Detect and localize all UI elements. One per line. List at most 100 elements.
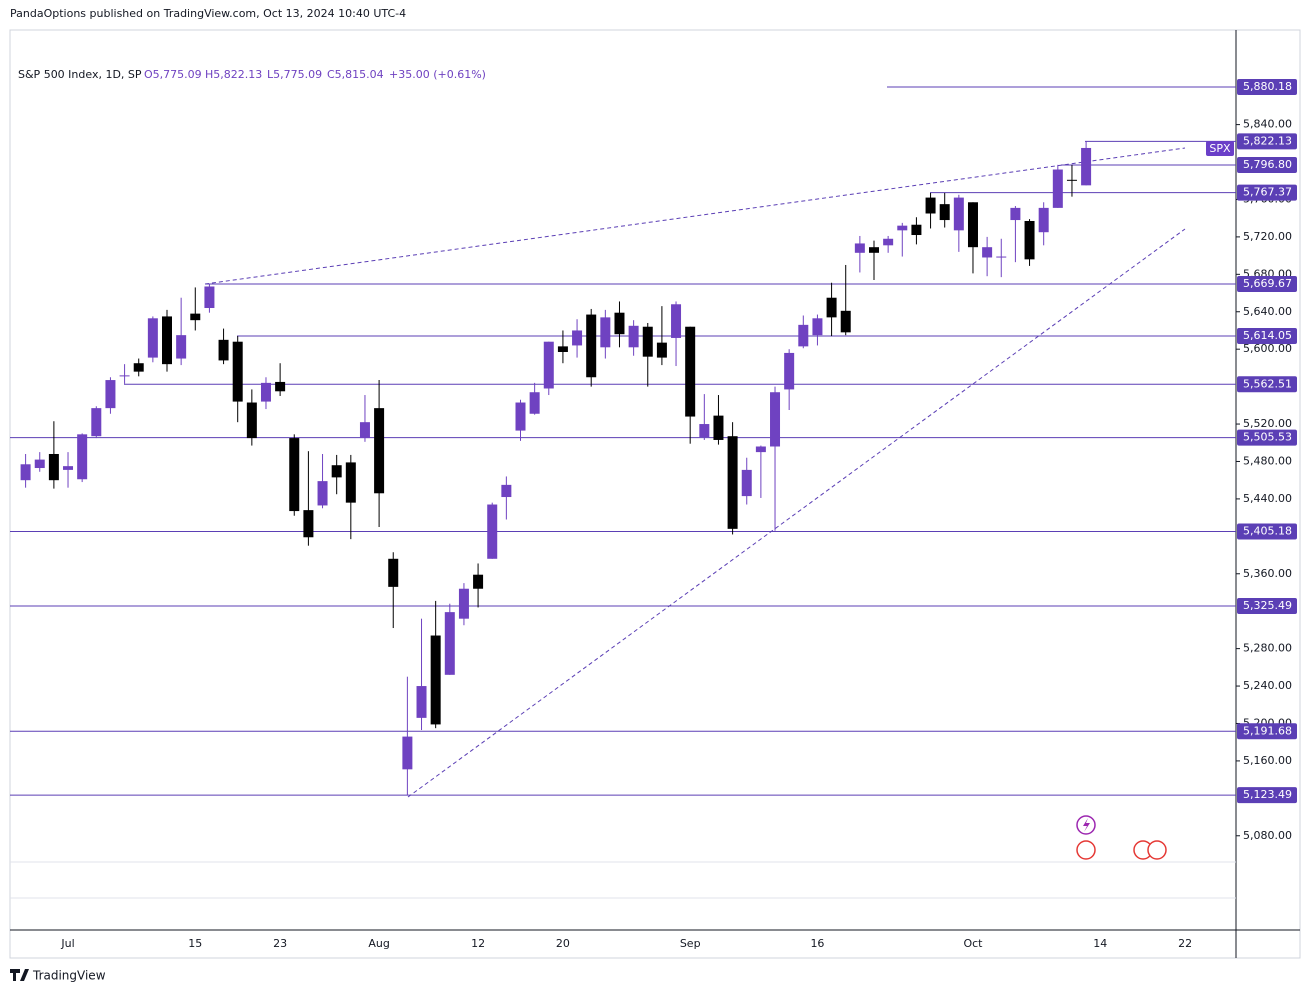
candle-body: [359, 422, 370, 439]
candle-body: [967, 202, 978, 248]
candle-body: [727, 436, 738, 529]
candle-body: [600, 317, 611, 348]
candle-body: [982, 247, 993, 258]
x-tick-label: Oct: [963, 937, 983, 950]
y-tick-label: 5,080.00: [1243, 829, 1292, 842]
level-label-box: [1237, 523, 1297, 540]
y-tick-label: 5,600.00: [1243, 342, 1292, 355]
candle-body: [218, 339, 229, 361]
candle-body: [77, 434, 88, 480]
level-label-box: [1237, 157, 1297, 174]
candle-body: [784, 352, 795, 390]
candle-body: [331, 465, 342, 478]
level-label-box: [1237, 429, 1297, 446]
candle-body: [91, 408, 102, 437]
x-tick-label: Sep: [680, 937, 701, 950]
level-label-box: [1237, 328, 1297, 345]
x-tick-label: 12: [471, 937, 485, 950]
publisher: PandaOptions published on TradingView.co…: [10, 7, 406, 20]
level-label: 5,505.53: [1243, 431, 1292, 444]
candle-body: [402, 736, 413, 770]
candle-body: [543, 341, 554, 389]
y-tick-label: 5,360.00: [1243, 567, 1292, 580]
level-label: 5,123.49: [1243, 788, 1292, 801]
candle-body: [1024, 220, 1035, 260]
candle-body: [826, 297, 837, 318]
levels: [10, 86, 1236, 796]
candle-body: [34, 459, 45, 469]
x-tick-label: 22: [1178, 937, 1192, 950]
candle-body: [1010, 207, 1021, 221]
candle-body: [147, 318, 158, 358]
candle-body: [515, 402, 526, 431]
candle-body: [260, 382, 271, 402]
candles: [20, 141, 1092, 796]
candle-body: [1038, 207, 1049, 233]
level-label-box: [1237, 275, 1297, 292]
candle-body: [232, 341, 243, 402]
y-tick-label: 5,280.00: [1243, 642, 1292, 655]
candle-body: [614, 312, 625, 335]
candle-body: [1081, 147, 1092, 186]
candle-body: [289, 438, 300, 512]
candle-body: [770, 392, 781, 447]
candle-body: [713, 415, 724, 440]
brand-logo: [10, 969, 29, 981]
candle-body: [642, 326, 653, 357]
axes: 5,080.005,160.005,200.005,240.005,280.00…: [60, 79, 1297, 950]
candle-body: [388, 558, 399, 587]
candle-body: [529, 392, 540, 414]
candle-body: [458, 588, 469, 619]
candle-body: [798, 324, 809, 347]
y-tick-label: 5,480.00: [1243, 454, 1292, 467]
x-tick-label: Aug: [368, 937, 389, 950]
candle-body: [557, 346, 568, 352]
event-flag[interactable]: [1076, 840, 1096, 860]
event-flag[interactable]: [1147, 840, 1167, 860]
candle-body: [317, 481, 328, 506]
x-tick-label: 15: [188, 937, 202, 950]
candle-body: [176, 335, 187, 359]
candle-body: [671, 304, 682, 338]
candle-body: [883, 238, 894, 246]
candle-body: [105, 380, 116, 409]
legend-high: H5,822.13: [205, 68, 262, 81]
candle-body: [501, 484, 512, 498]
candle-body: [812, 318, 823, 336]
candle-body: [20, 464, 31, 481]
level-label-box: [1237, 787, 1297, 804]
candle-body: [897, 225, 908, 231]
candle-body: [996, 256, 1007, 258]
legend-open: O5,775.09: [144, 68, 202, 81]
x-tick-label: 23: [273, 937, 287, 950]
level-label: 5,669.67: [1243, 277, 1292, 290]
y-tick-label: 5,240.00: [1243, 679, 1292, 692]
candle-body: [416, 686, 427, 718]
y-tick-label: 5,840.00: [1243, 118, 1292, 131]
trendline: [204, 147, 1186, 285]
y-tick-label: 5,720.00: [1243, 230, 1292, 243]
level-label: 5,405.18: [1243, 524, 1292, 537]
candle-body: [204, 286, 215, 309]
level-label-box: [1237, 184, 1297, 201]
legend-close: C5,815.04: [327, 68, 384, 81]
level-label-box: [1237, 133, 1297, 150]
candle-body: [345, 462, 356, 503]
x-tick-label: 20: [556, 937, 570, 950]
candle-body: [444, 612, 455, 675]
candle-body: [190, 313, 201, 321]
level-label: 5,191.68: [1243, 724, 1292, 737]
level-label-box: [1237, 376, 1297, 393]
candle-body: [925, 197, 936, 214]
level-label: 5,614.05: [1243, 329, 1292, 342]
x-tick-label: Jul: [60, 937, 74, 950]
event-icon-bolt: [1083, 818, 1090, 832]
y-tick-label: 5,440.00: [1243, 492, 1292, 505]
candle-body: [63, 466, 74, 470]
candle-body: [939, 204, 950, 221]
candle-body: [473, 574, 484, 589]
candle-body: [854, 243, 865, 253]
candle-body: [699, 424, 710, 438]
symbol-tag: SPX: [1209, 142, 1231, 155]
